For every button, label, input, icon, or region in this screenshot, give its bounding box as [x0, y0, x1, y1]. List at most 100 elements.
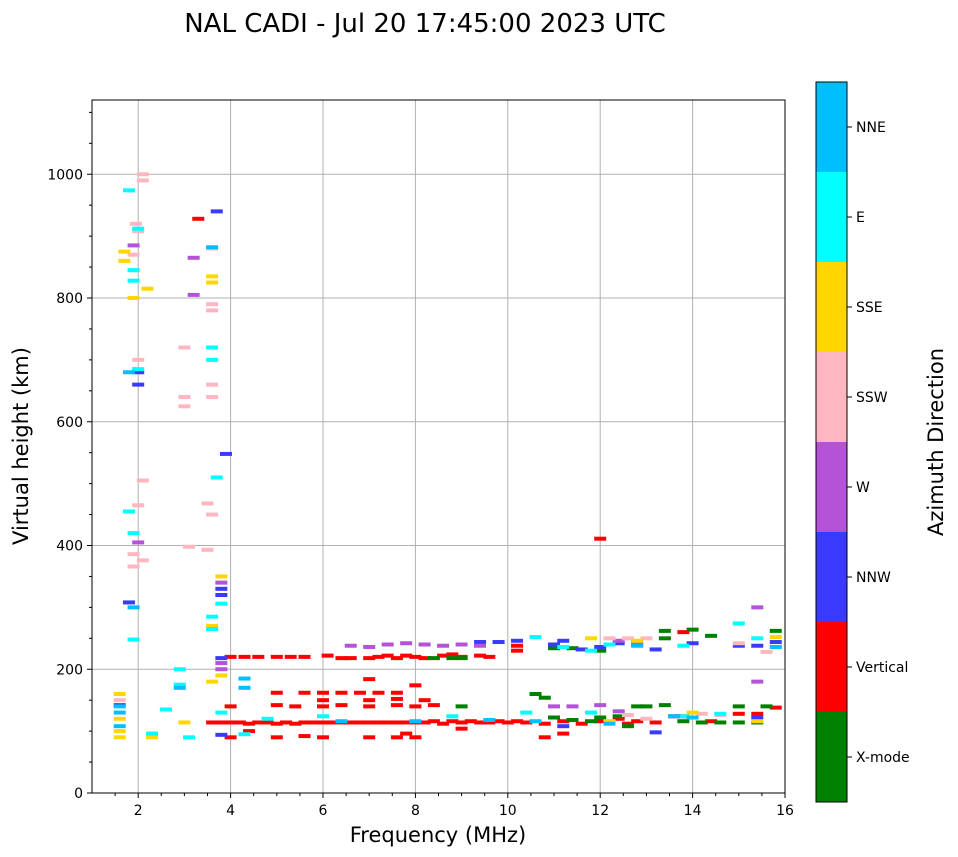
x-tick-label: 12 [591, 803, 609, 819]
data-point [594, 719, 607, 724]
data-point [621, 721, 634, 726]
data-point [238, 654, 251, 659]
data-point [206, 245, 219, 250]
data-point [400, 653, 413, 658]
data-point [631, 704, 644, 709]
data-point [353, 720, 366, 725]
data-point [215, 586, 228, 591]
data-point [649, 647, 662, 652]
data-point [215, 656, 228, 661]
data-point [603, 721, 616, 726]
data-point [686, 627, 699, 632]
data-point [400, 720, 413, 725]
data-point [446, 652, 459, 657]
series-x-mode [427, 627, 782, 729]
data-point [132, 367, 145, 372]
data-point [178, 345, 191, 350]
data-point [159, 707, 172, 712]
data-point [206, 512, 219, 517]
data-point [132, 357, 145, 362]
data-point [363, 720, 376, 725]
data-point [474, 643, 487, 648]
y-tick-label: 1000 [47, 167, 83, 183]
data-point [243, 721, 256, 726]
data-point [548, 646, 560, 651]
data-point [317, 704, 329, 709]
data-point [252, 654, 265, 659]
data-point [390, 690, 403, 695]
colorbar-segment [816, 712, 847, 802]
series-e [122, 188, 764, 740]
data-point [511, 648, 524, 653]
data-point [612, 716, 625, 721]
data-point [372, 690, 385, 695]
data-point [390, 703, 403, 708]
data-point [113, 710, 126, 715]
data-point [649, 720, 662, 725]
data-point [335, 690, 348, 695]
data-point [492, 640, 505, 645]
data-point [390, 696, 403, 701]
data-point [390, 656, 403, 661]
data-point [455, 704, 468, 709]
data-point [298, 690, 311, 695]
data-point [243, 729, 256, 734]
series-ssw [113, 172, 773, 721]
data-point [751, 715, 764, 720]
data-point [631, 643, 644, 648]
data-point [714, 711, 727, 716]
data-point [178, 404, 191, 409]
colorbar-segment [816, 82, 847, 172]
data-point [427, 703, 440, 708]
data-point [520, 720, 533, 725]
data-point [732, 704, 745, 709]
data-point [751, 719, 764, 724]
data-point [206, 679, 219, 684]
data-point [215, 667, 228, 672]
data-point [409, 704, 422, 709]
data-point [206, 280, 219, 285]
colorbar-segment [816, 532, 847, 622]
data-point [136, 172, 149, 177]
data-point [584, 710, 597, 715]
data-point [658, 628, 671, 633]
data-point [557, 719, 570, 724]
data-point [594, 644, 607, 649]
data-point [418, 720, 431, 725]
data-point [183, 544, 196, 549]
x-tick-label: 8 [411, 803, 420, 819]
data-point [427, 719, 440, 724]
data-point [363, 677, 376, 682]
data-point [483, 717, 496, 722]
colorbar-tick-label: NNE [856, 120, 886, 136]
x-tick-label: 14 [684, 803, 702, 819]
data-point [122, 509, 135, 514]
data-point [511, 638, 524, 643]
data-point [224, 704, 237, 709]
data-point [132, 229, 145, 234]
data-point [215, 580, 228, 585]
data-point [289, 704, 302, 709]
data-point [206, 627, 219, 632]
data-point [732, 720, 745, 725]
data-point [446, 714, 459, 719]
data-point [224, 720, 237, 725]
data-point [210, 475, 223, 480]
data-point [390, 720, 403, 725]
data-point [270, 721, 283, 726]
data-point [769, 705, 782, 710]
data-point [173, 667, 186, 672]
data-point [289, 721, 302, 726]
data-point [677, 643, 690, 648]
data-point [751, 636, 764, 641]
data-point [187, 292, 200, 297]
data-point [127, 252, 140, 257]
data-point [127, 637, 140, 642]
data-point [400, 641, 413, 646]
data-point [612, 638, 625, 643]
x-axis-ticks: 2 4 6 8 10 12 14 16 [114, 793, 794, 819]
data-point [215, 601, 228, 606]
data-point [136, 478, 149, 483]
data-point [603, 642, 616, 647]
data-point [603, 719, 616, 724]
